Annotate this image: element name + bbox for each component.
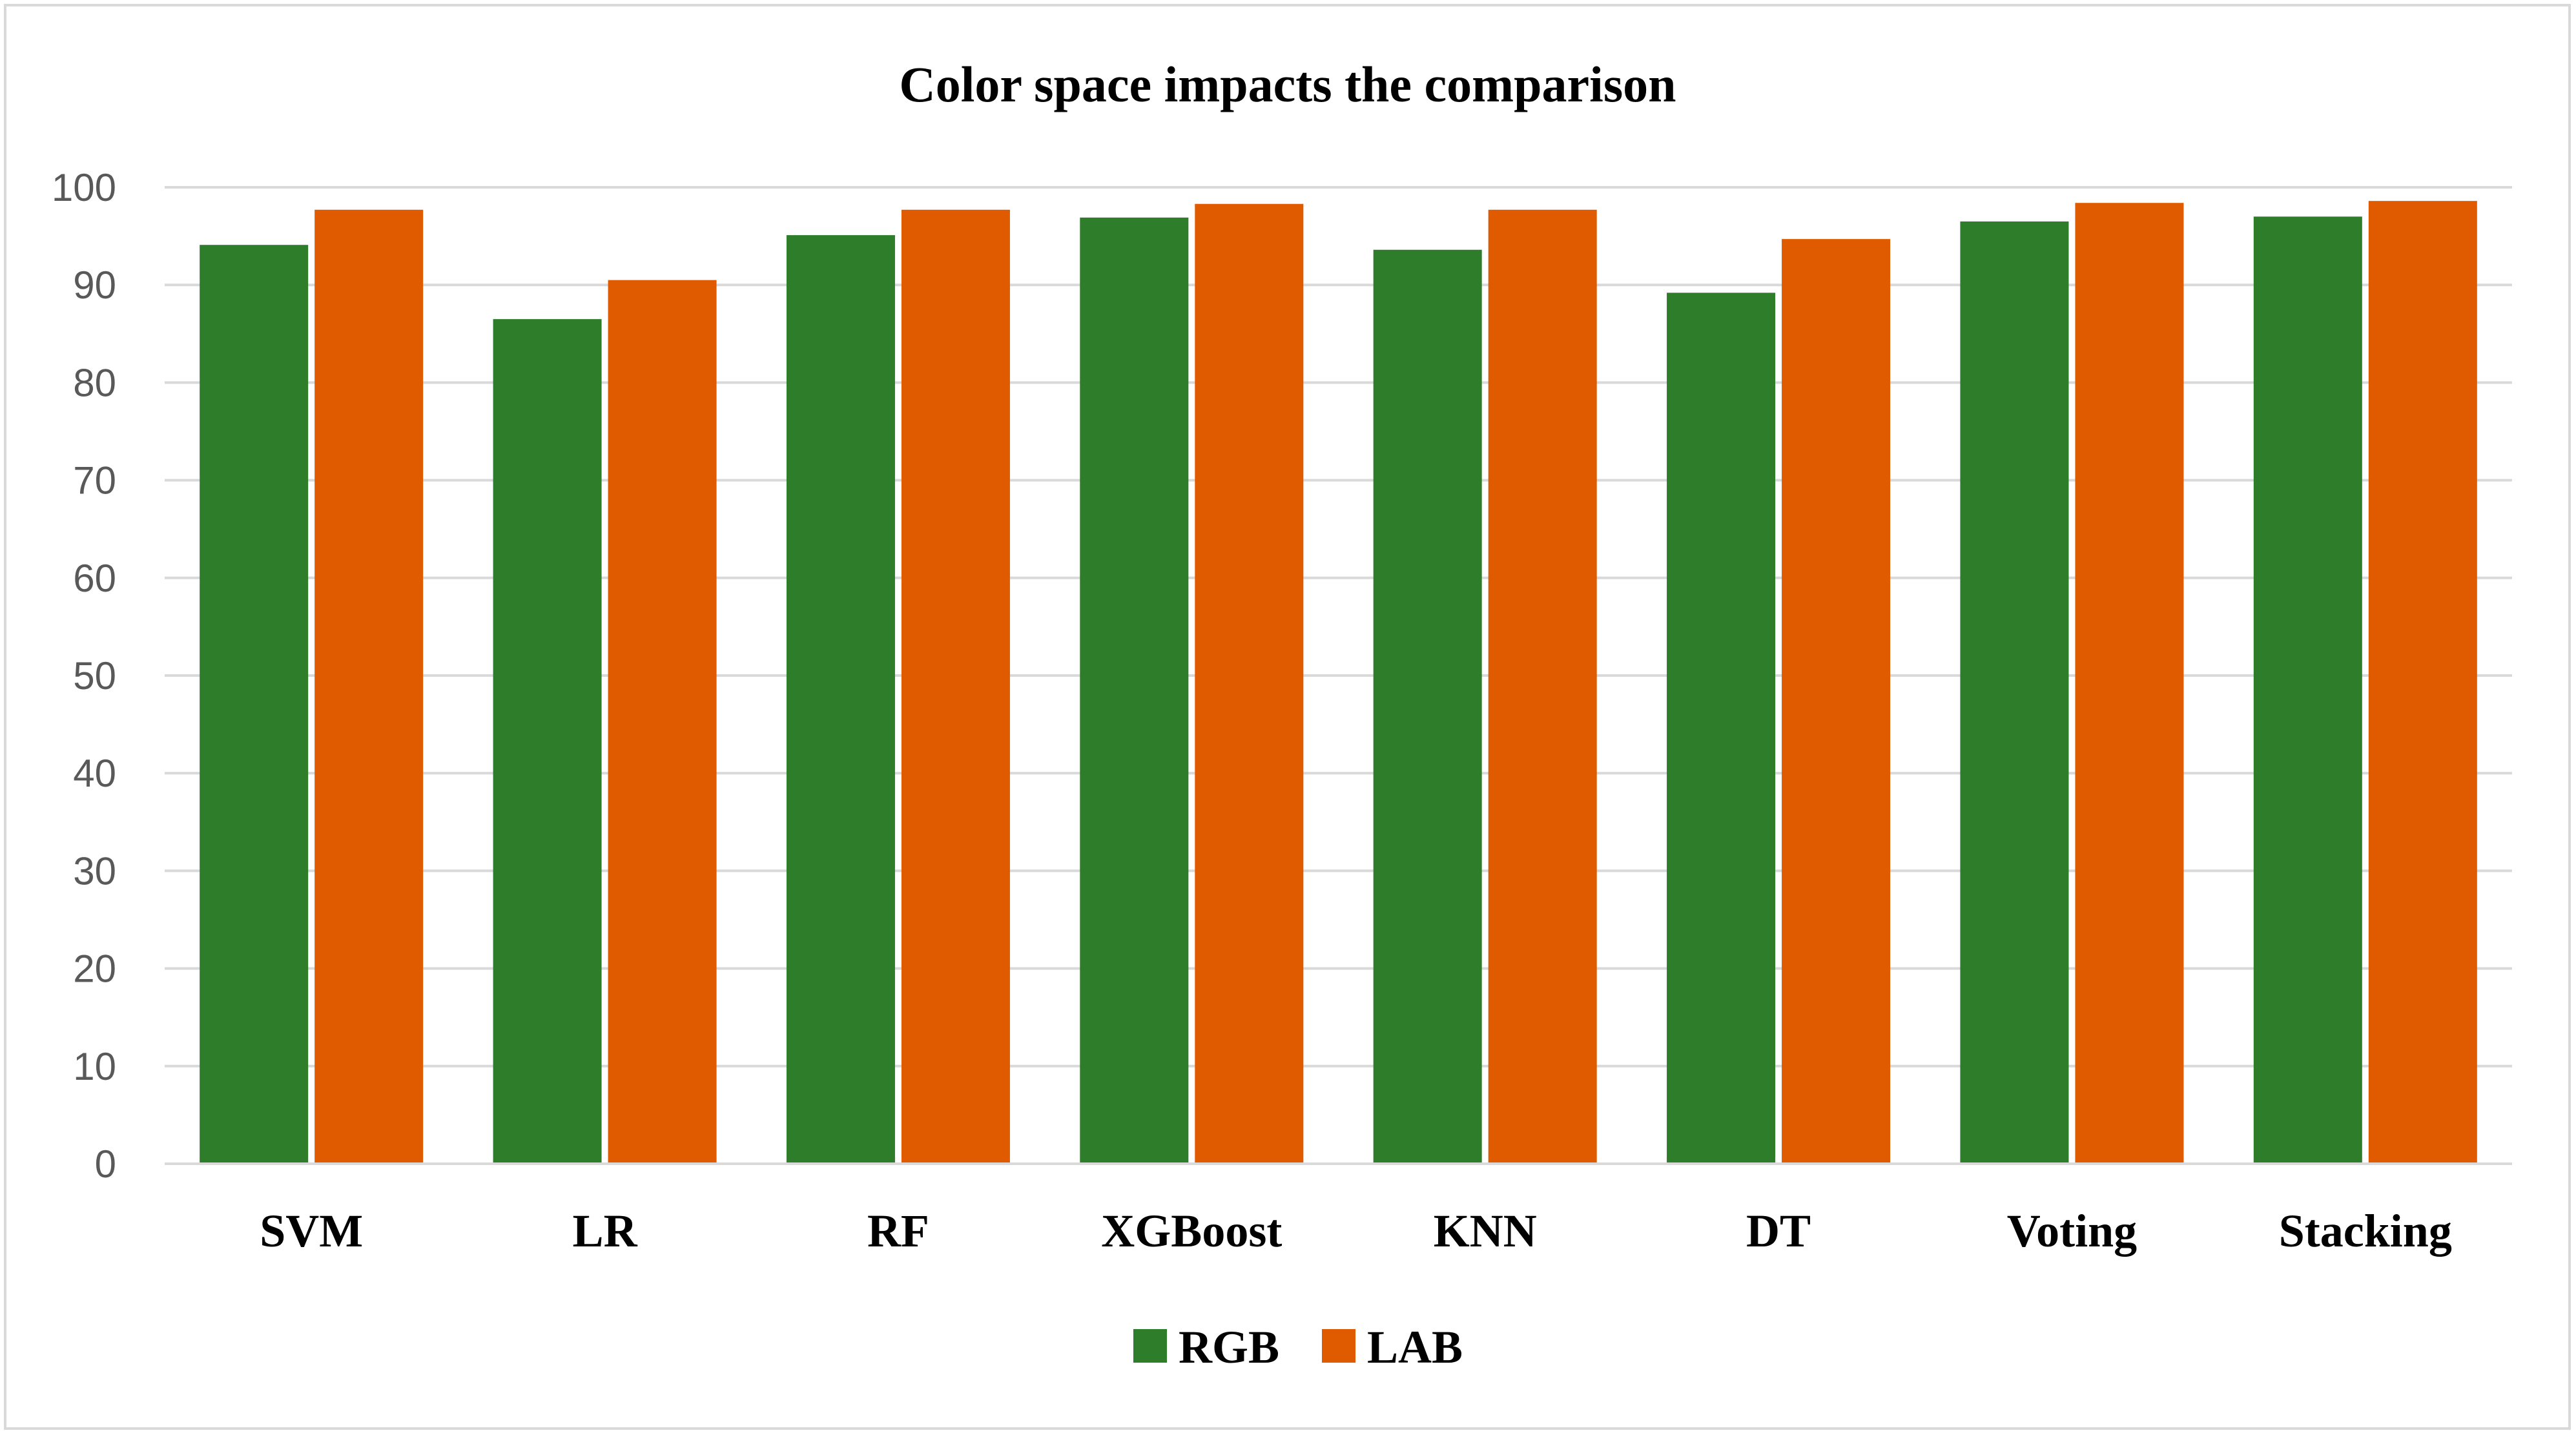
x-tick-label: LR [573, 1205, 638, 1257]
y-axis-tick-labels: 0 10 20 30 40 50 60 70 80 90 100 [52, 166, 116, 1186]
y-tick-label: 40 [73, 752, 116, 795]
bar-lab-voting [2075, 203, 2184, 1164]
bar-rgb-knn [1373, 249, 1482, 1164]
x-axis-tick-labels: SVM LR RF XGBoost KNN DT Voting Stacking [260, 1205, 2452, 1257]
bar-rgb-lr [493, 319, 602, 1164]
x-tick-label: Stacking [2279, 1205, 2452, 1257]
legend-label-rgb: RGB [1179, 1321, 1279, 1373]
bar-lab-rf [901, 209, 1010, 1164]
legend-swatch-lab [1322, 1329, 1355, 1363]
x-tick-label: XGBoost [1101, 1205, 1282, 1257]
y-tick-label: 100 [52, 166, 116, 209]
x-tick-label: SVM [260, 1205, 363, 1257]
bar-rgb-xgboost [1080, 217, 1189, 1164]
y-tick-label: 70 [73, 459, 116, 502]
legend-label-lab: LAB [1367, 1321, 1463, 1373]
x-tick-label: Voting [2007, 1205, 2137, 1257]
bar-lab-xgboost [1195, 203, 1304, 1164]
y-tick-label: 10 [73, 1045, 116, 1088]
bar-rgb-stacking [2253, 216, 2362, 1164]
bars [200, 201, 2477, 1164]
y-tick-label: 30 [73, 849, 116, 893]
x-tick-label: KNN [1434, 1205, 1537, 1257]
bar-lab-lr [608, 280, 717, 1164]
bar-lab-knn [1488, 209, 1597, 1164]
bar-rgb-voting [1960, 221, 2069, 1164]
bar-rgb-rf [786, 235, 895, 1164]
x-tick-label: RF [867, 1205, 929, 1257]
legend: RGB LAB [1133, 1321, 1463, 1373]
bar-lab-stacking [2368, 201, 2477, 1164]
y-tick-label: 20 [73, 947, 116, 991]
bar-rgb-svm [200, 245, 309, 1164]
y-tick-label: 0 [95, 1142, 116, 1186]
y-tick-label: 50 [73, 654, 116, 697]
bar-lab-svm [314, 209, 424, 1164]
bar-lab-dt [1782, 239, 1891, 1164]
x-tick-label: DT [1746, 1205, 1811, 1257]
y-tick-label: 60 [73, 557, 116, 600]
chart-title: Color space impacts the comparison [899, 56, 1676, 112]
y-tick-label: 90 [73, 263, 116, 307]
y-tick-label: 80 [73, 361, 116, 404]
bar-rgb-dt [1667, 293, 1776, 1164]
legend-swatch-rgb [1133, 1329, 1167, 1363]
